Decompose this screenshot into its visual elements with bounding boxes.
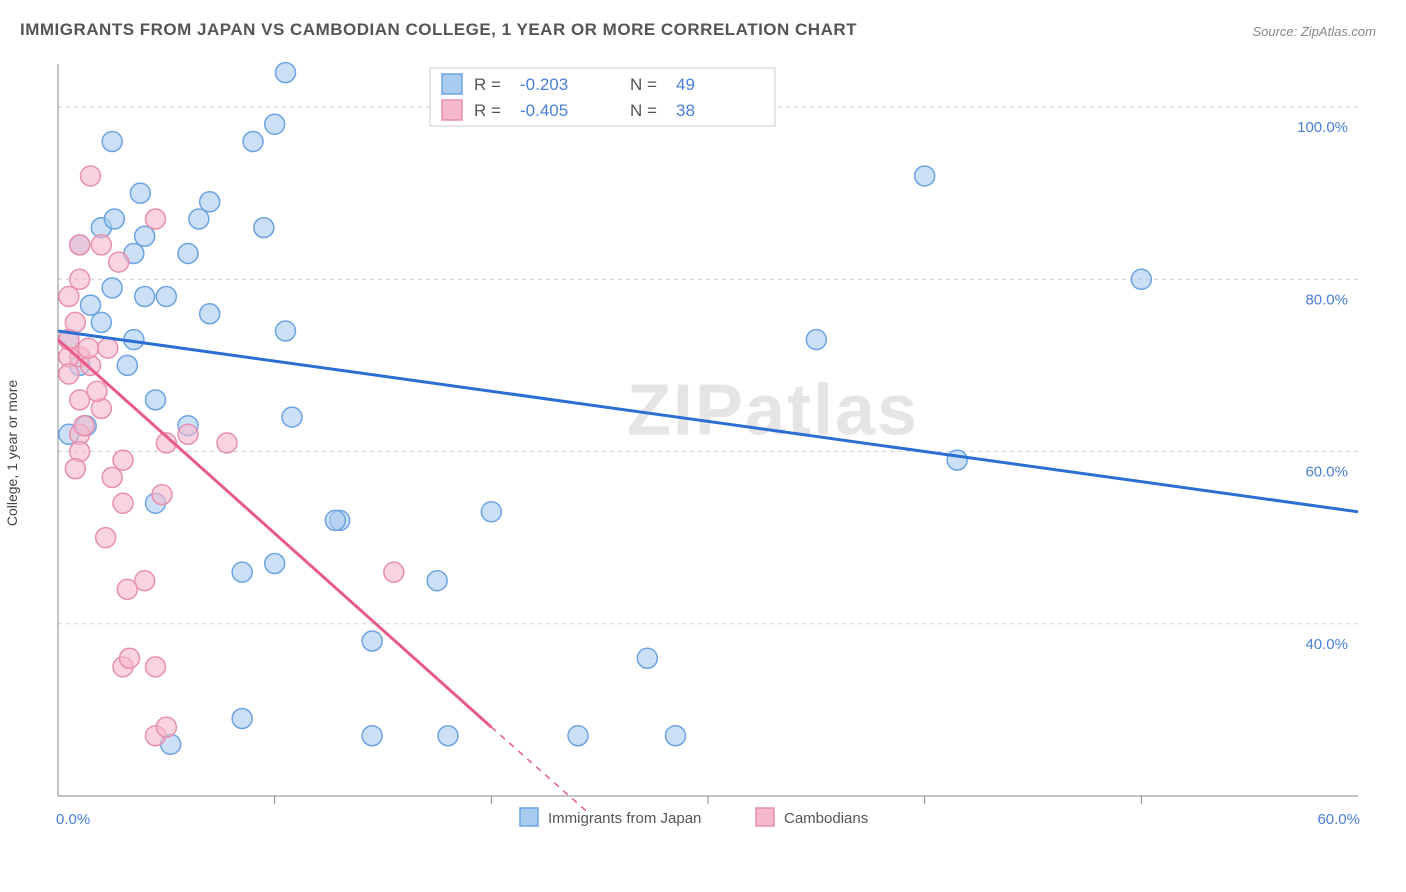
scatter-point-japan (243, 132, 263, 152)
scatter-point-japan (362, 726, 382, 746)
y-tick-label: 80.0% (1305, 291, 1348, 308)
scatter-point-cambodia (113, 450, 133, 470)
source-name: ZipAtlas.com (1301, 24, 1376, 39)
scatter-point-cambodia (146, 657, 166, 677)
scatter-point-cambodia (91, 235, 111, 255)
scatter-point-japan (1131, 269, 1151, 289)
scatter-point-japan (666, 726, 686, 746)
scatter-point-japan (265, 553, 285, 573)
regression-line-japan (58, 331, 1358, 512)
y-tick-label: 40.0% (1305, 636, 1348, 653)
scatter-point-cambodia (96, 528, 116, 548)
scatter-point-cambodia (120, 648, 140, 668)
scatter-point-cambodia (70, 269, 90, 289)
scatter-point-japan (200, 304, 220, 324)
legend-n-value-japan: 49 (676, 75, 695, 94)
scatter-point-japan (362, 631, 382, 651)
chart-container: College, 1 year or more 40.0%60.0%80.0%1… (50, 60, 1370, 830)
scatter-point-japan (91, 312, 111, 332)
scatter-point-japan (135, 287, 155, 307)
scatter-point-japan (568, 726, 588, 746)
x-tick-label: 60.0% (1317, 811, 1360, 828)
scatter-point-japan (947, 450, 967, 470)
scatter-point-cambodia (65, 459, 85, 479)
scatter-point-cambodia (87, 381, 107, 401)
bottom-legend-label-cambodia: Cambodians (784, 810, 868, 827)
scatter-point-cambodia (59, 364, 79, 384)
y-tick-label: 60.0% (1305, 464, 1348, 481)
scatter-point-cambodia (109, 252, 129, 272)
scatter-chart: 40.0% 60.0% 80.0% 100.0% ZIPatlas 0.0% 60.0% R … (50, 60, 1370, 830)
scatter-point-cambodia (74, 416, 94, 436)
source-prefix: Source: (1252, 24, 1300, 39)
scatter-point-japan (102, 132, 122, 152)
scatter-point-japan (265, 114, 285, 134)
scatter-point-japan (102, 278, 122, 298)
legend-n-label-japan: N = (630, 75, 657, 94)
scatter-point-japan (438, 726, 458, 746)
scatter-point-japan (276, 321, 296, 341)
scatter-point-japan (481, 502, 501, 522)
scatter-point-cambodia (156, 717, 176, 737)
scatter-point-japan (232, 708, 252, 728)
scatter-point-japan (427, 571, 447, 591)
scatter-point-japan (146, 390, 166, 410)
chart-title: IMMIGRANTS FROM JAPAN VS CAMBODIAN COLLE… (20, 20, 857, 40)
legend-r-value-cambodia: -0.405 (520, 101, 568, 120)
y-tick-label: 100.0% (1297, 119, 1348, 136)
scatter-point-cambodia (81, 166, 101, 186)
legend-swatch-japan (442, 74, 462, 94)
scatter-point-cambodia (146, 209, 166, 229)
scatter-point-cambodia (117, 579, 137, 599)
legend-r-label-japan: R = (474, 75, 501, 94)
bottom-legend-swatch-japan (520, 808, 538, 826)
legend-n-label-cambodia: N = (630, 101, 657, 120)
scatter-point-japan (135, 226, 155, 246)
scatter-point-cambodia (113, 493, 133, 513)
scatter-point-japan (637, 648, 657, 668)
scatter-point-japan (117, 355, 137, 375)
scatter-point-cambodia (59, 287, 79, 307)
scatter-point-japan (81, 295, 101, 315)
scatter-point-japan (282, 407, 302, 427)
scatter-point-japan (189, 209, 209, 229)
bottom-legend-swatch-cambodia (756, 808, 774, 826)
legend-r-label-cambodia: R = (474, 101, 501, 120)
scatter-point-japan (915, 166, 935, 186)
scatter-point-japan (325, 510, 345, 530)
scatter-point-japan (130, 183, 150, 203)
scatter-point-japan (232, 562, 252, 582)
scatter-point-japan (104, 209, 124, 229)
scatter-point-japan (156, 287, 176, 307)
scatter-point-japan (254, 218, 274, 238)
scatter-point-cambodia (384, 562, 404, 582)
watermark: ZIPatlas (627, 370, 919, 450)
scatter-point-cambodia (178, 424, 198, 444)
scatter-point-japan (200, 192, 220, 212)
scatter-point-cambodia (217, 433, 237, 453)
legend-n-value-cambodia: 38 (676, 101, 695, 120)
x-tick-label: 0.0% (56, 811, 90, 828)
bottom-legend-label-japan: Immigrants from Japan (548, 810, 701, 827)
scatter-point-cambodia (70, 235, 90, 255)
source-attribution: Source: ZipAtlas.com (1252, 24, 1376, 39)
legend-swatch-cambodia (442, 100, 462, 120)
scatter-point-japan (178, 243, 198, 263)
y-axis-label: College, 1 year or more (4, 380, 20, 526)
scatter-point-cambodia (78, 338, 98, 358)
scatter-point-cambodia (98, 338, 118, 358)
scatter-point-japan (276, 63, 296, 83)
scatter-point-cambodia (152, 485, 172, 505)
scatter-point-cambodia (102, 467, 122, 487)
scatter-point-japan (806, 330, 826, 350)
legend-r-value-japan: -0.203 (520, 75, 568, 94)
